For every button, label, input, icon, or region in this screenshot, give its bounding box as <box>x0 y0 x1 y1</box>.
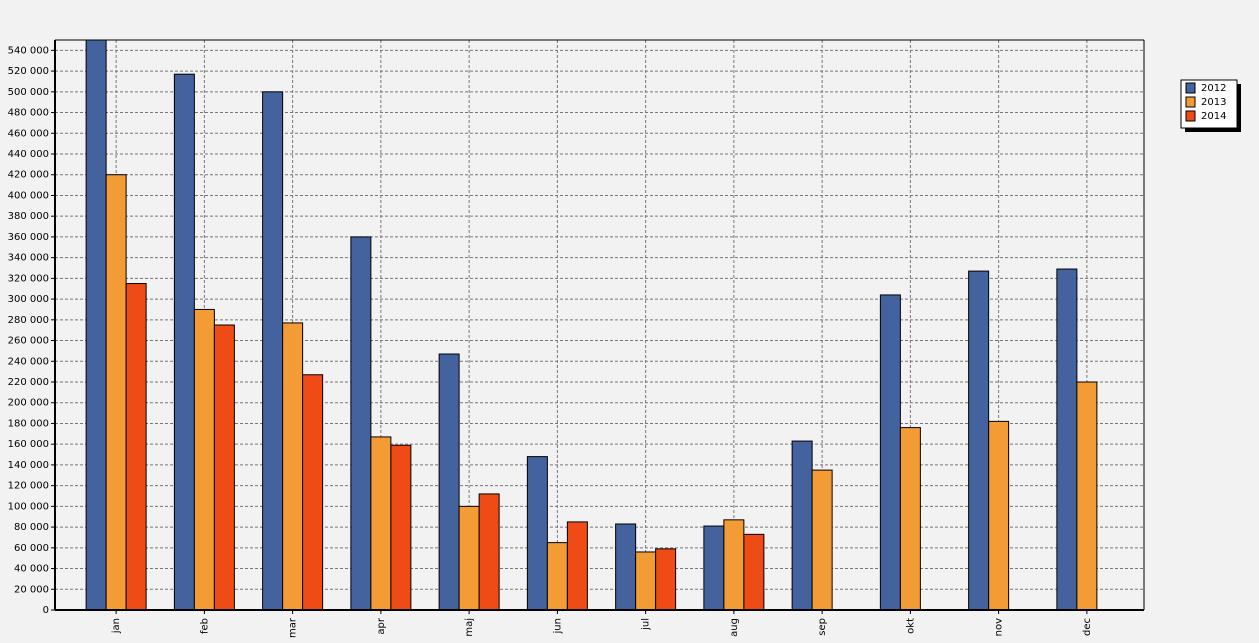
x-tick-label: mar <box>288 617 299 638</box>
y-tick-label: 420 000 <box>8 170 49 181</box>
bar <box>988 420 1010 611</box>
bar <box>458 505 480 611</box>
y-tick-label: 260 000 <box>8 336 49 347</box>
bar <box>615 523 637 611</box>
y-tick-label: 280 000 <box>8 315 49 326</box>
x-tick-label: apr <box>376 617 387 634</box>
y-tick-label: 320 000 <box>8 273 49 284</box>
x-tick-label: feb <box>199 618 210 634</box>
y-tick-label: 140 000 <box>8 460 49 471</box>
y-tick-label: 240 000 <box>8 356 49 367</box>
bar <box>811 469 833 611</box>
bar <box>1076 381 1098 611</box>
legend-label: 2014 <box>1201 111 1226 122</box>
legend-label: 2012 <box>1201 83 1226 94</box>
legend-swatch <box>1185 110 1196 122</box>
bar <box>282 322 304 611</box>
bar <box>899 427 921 611</box>
y-tick-label: 80 000 <box>14 522 49 533</box>
bar <box>193 308 215 611</box>
x-tick-label: maj <box>464 618 475 637</box>
y-tick-label: 300 000 <box>8 294 49 305</box>
bar <box>350 236 372 611</box>
bar <box>879 294 901 611</box>
y-tick-label: 160 000 <box>8 439 49 450</box>
y-tick-label: 200 000 <box>8 398 49 409</box>
y-tick-label: 360 000 <box>8 232 49 243</box>
y-tick-label: 120 000 <box>8 481 49 492</box>
x-tick-label: aug <box>729 618 740 637</box>
x-tick-label: jun <box>552 618 563 634</box>
legend: 2012 2013 2014 <box>1180 79 1241 132</box>
y-tick-label: 440 000 <box>8 149 49 160</box>
legend-swatch <box>1185 96 1196 108</box>
y-tick-label: 480 000 <box>8 108 49 119</box>
y-tick-label: 400 000 <box>8 190 49 201</box>
y-tick-label: 40 000 <box>14 564 49 575</box>
bar <box>213 324 235 611</box>
y-tick-label: 340 000 <box>8 253 49 264</box>
bar <box>125 283 147 611</box>
y-tick-label: 500 000 <box>8 87 49 98</box>
x-tick-label: jan <box>111 618 122 634</box>
x-tick-label: sep <box>817 618 828 636</box>
x-tick-label: nov <box>994 618 1005 636</box>
y-tick-label: 520 000 <box>8 66 49 77</box>
bar <box>968 270 990 611</box>
bar <box>791 440 813 611</box>
bar <box>723 519 745 611</box>
bar <box>655 548 677 611</box>
bar <box>478 493 500 611</box>
bar <box>302 374 324 611</box>
y-tick-label: 100 000 <box>8 501 49 512</box>
y-tick-label: 380 000 <box>8 211 49 222</box>
y-tick-label: 60 000 <box>14 543 49 554</box>
y-tick-label: 0 <box>43 605 49 616</box>
bar <box>1056 268 1078 611</box>
legend-label: 2013 <box>1201 97 1226 108</box>
bar <box>173 73 195 611</box>
bar <box>635 551 657 611</box>
y-tick-label: 220 000 <box>8 377 49 388</box>
bar <box>546 542 568 611</box>
bar <box>743 533 765 611</box>
bar <box>105 174 127 611</box>
x-tick-label: okt <box>905 618 916 634</box>
bar <box>390 444 412 611</box>
bar <box>262 91 284 611</box>
y-tick-label: 540 000 <box>8 45 49 56</box>
bar <box>438 353 460 611</box>
bar <box>370 436 392 611</box>
y-tick-label: 20 000 <box>14 584 49 595</box>
legend-swatch <box>1185 82 1196 94</box>
bar <box>526 456 548 611</box>
x-tick-label: jul <box>641 618 652 631</box>
bar <box>566 521 588 611</box>
y-tick-label: 180 000 <box>8 418 49 429</box>
x-tick-label: dec <box>1082 618 1093 636</box>
bar <box>703 525 725 611</box>
y-tick-label: 460 000 <box>8 128 49 139</box>
bar <box>85 39 107 611</box>
